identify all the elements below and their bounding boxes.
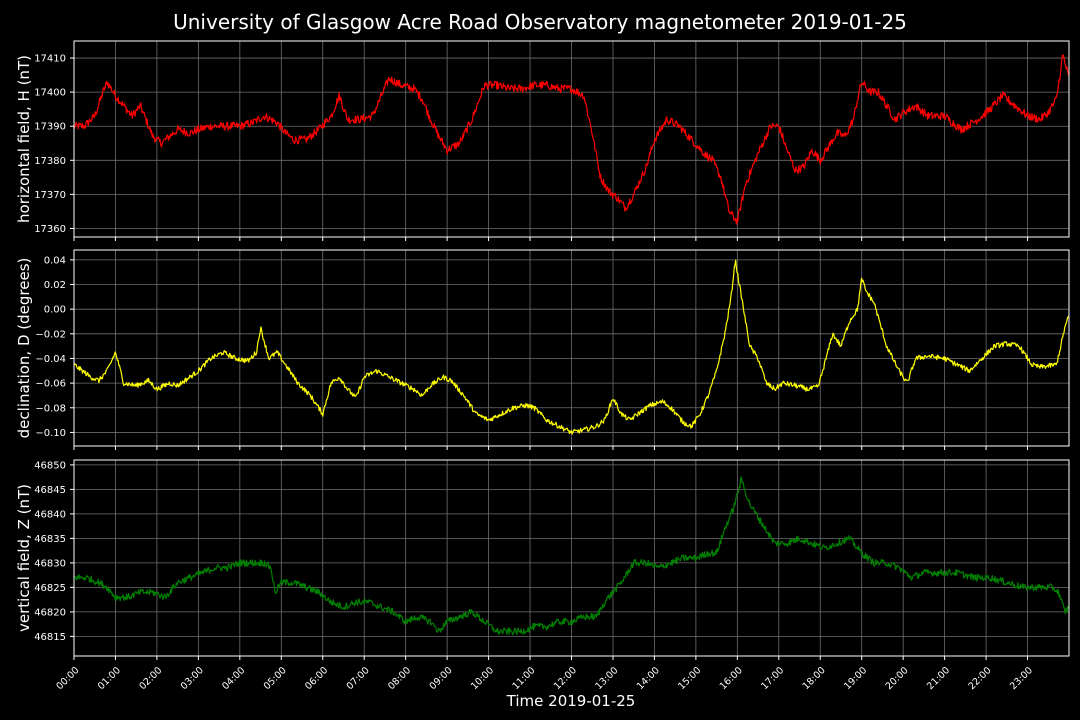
y-tick-label: 17400 (34, 88, 66, 99)
y-tick-label: 0.04 (44, 255, 66, 266)
series-line-0 (73, 476, 1070, 636)
y-axis-label: vertical field, Z (nT) (15, 484, 33, 632)
y-tick-label: 46815 (34, 632, 66, 643)
y-tick-label: 17410 (34, 54, 66, 65)
y-tick-label: 0.00 (44, 305, 66, 316)
y-tick-label: 46830 (34, 558, 66, 569)
panel-declination: −0.10 −0.08 −0.06 −0.04 −0.02 0.00 0.02 0.04 de… (15, 249, 1070, 450)
series-lines (73, 54, 1070, 225)
y-tick-label: 46850 (34, 460, 66, 471)
y-tick-label: 46840 (34, 509, 66, 520)
y-ticks: 17360 17370 17380 17390 17400 17410 (34, 54, 74, 235)
y-ticks: 46815 46820 46825 46830 46835 46840 46845 46850 (34, 460, 74, 643)
y-axis-label: horizontal field, H (nT) (15, 55, 33, 223)
x-ticks (73, 446, 1029, 450)
y-tick-label: 46825 (34, 583, 66, 594)
y-tick-label: 46820 (34, 607, 66, 618)
y-ticks: −0.10 −0.08 −0.06 −0.04 −0.02 0.00 0.02 0.04 (35, 255, 74, 439)
y-tick-label: 0.02 (44, 280, 66, 291)
series-line-0 (73, 54, 1070, 225)
y-tick-label: 17380 (34, 156, 66, 167)
series-lines (73, 259, 1070, 435)
y-tick-label: 17390 (34, 122, 66, 133)
y-tick-label: 46845 (34, 485, 66, 496)
y-axis-label: declination, D (degrees) (15, 258, 33, 439)
series-line-0 (73, 259, 1070, 435)
x-axis-label: Time 2019-01-25 (506, 692, 636, 710)
y-tick-label: 17360 (34, 224, 66, 235)
y-tick-label: −0.10 (35, 428, 66, 439)
y-tick-label: 46835 (34, 534, 66, 545)
grid-lines (73, 41, 1069, 237)
grid-lines (73, 250, 1069, 446)
series-lines (73, 476, 1070, 636)
y-tick-label: 17370 (34, 190, 66, 201)
chart-title: University of Glasgow Acre Road Observat… (173, 10, 907, 34)
y-tick-label: −0.04 (35, 354, 66, 365)
x-ticks (73, 237, 1029, 241)
y-tick-label: −0.02 (35, 329, 66, 340)
y-tick-label: −0.08 (35, 403, 66, 414)
panel-horizontal-field: 17360 17370 17380 17390 17400 17410 horizonta… (15, 40, 1070, 241)
y-tick-label: −0.06 (35, 379, 66, 390)
